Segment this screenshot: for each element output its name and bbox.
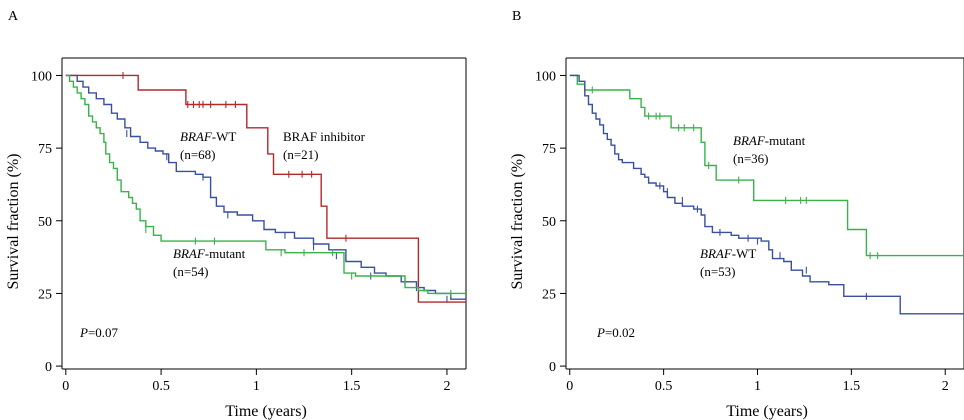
survival-curve [569, 74, 964, 257]
y-tick-label: 75 [38, 142, 52, 157]
y-tick-label: 0 [45, 360, 52, 375]
curve-label: BRAF-WT [180, 129, 236, 144]
y-tick-label: 25 [542, 287, 556, 302]
curve-label-rest: -mutant [765, 133, 806, 148]
curve-label-italic: BRAF [700, 246, 733, 261]
p-value: P=0.02 [596, 325, 635, 340]
panel-letter: A [8, 9, 19, 24]
p-value-number: =0.02 [605, 325, 635, 340]
y-tick-label: 50 [38, 215, 52, 230]
x-tick-label: 2 [942, 379, 949, 394]
curve-count: (n=53) [700, 264, 736, 279]
x-tick-label: 0.5 [655, 379, 673, 394]
x-tick-label: 1.5 [843, 379, 861, 394]
y-tick-label: 50 [542, 215, 556, 230]
p-value: P=0.07 [79, 325, 119, 340]
x-axis-title: Time (years) [726, 403, 808, 420]
curve-count: (n=21) [283, 147, 319, 162]
curve-label-italic: BRAF [733, 133, 766, 148]
curve-label-rest: -WT [212, 129, 237, 144]
p-value-symbol: P [79, 325, 88, 340]
curve-label: BRAF-mutant [733, 133, 806, 148]
x-tick-label: 1 [253, 379, 260, 394]
y-tick-label: 75 [542, 142, 556, 157]
y-tick-label: 100 [535, 69, 556, 84]
survival-curve [65, 74, 467, 303]
curve-label: BRAF inhibitor [283, 129, 366, 144]
panel-b: B 0 25 50 75 100 0 0.5 1 1.5 2 Time (years) Survival… [509, 9, 964, 420]
y-axis-title: Survival fraction (%) [5, 154, 22, 290]
x-tick-label: 1 [754, 379, 761, 394]
curve-label: BRAF-WT [700, 246, 756, 261]
y-tick-label: 0 [549, 360, 556, 375]
panel-letter: B [512, 9, 521, 24]
y-tick-label: 25 [38, 287, 52, 302]
survival-curve [569, 74, 964, 315]
x-tick-label: 0.5 [152, 379, 170, 394]
panel-a: A 0 25 50 75 100 0 0.5 1 1.5 2 Time (years) Survival… [5, 9, 467, 420]
curve-count: (n=36) [733, 151, 769, 166]
x-tick-label: 0 [62, 379, 69, 394]
curve-label-italic: BRAF [180, 129, 213, 144]
survival-curve [65, 74, 466, 303]
curve-count: (n=54) [173, 264, 209, 279]
x-tick-label: 2 [443, 379, 450, 394]
y-axis-title: Survival fraction (%) [509, 154, 526, 290]
curve-label-rest: -WT [732, 246, 757, 261]
p-value-number: =0.07 [88, 325, 119, 340]
curve-label-rest: BRAF inhibitor [283, 129, 366, 144]
curve-label: BRAF-mutant [173, 246, 246, 261]
p-value-symbol: P [596, 325, 605, 340]
x-axis-title: Time (years) [225, 403, 307, 420]
x-tick-label: 0 [566, 379, 573, 394]
survival-curve [65, 74, 466, 295]
curve-label-italic: BRAF [173, 246, 206, 261]
curve-count: (n=68) [180, 147, 216, 162]
y-tick-label: 100 [31, 69, 52, 84]
curve-label-rest: -mutant [205, 246, 246, 261]
x-tick-label: 1.5 [343, 379, 361, 394]
